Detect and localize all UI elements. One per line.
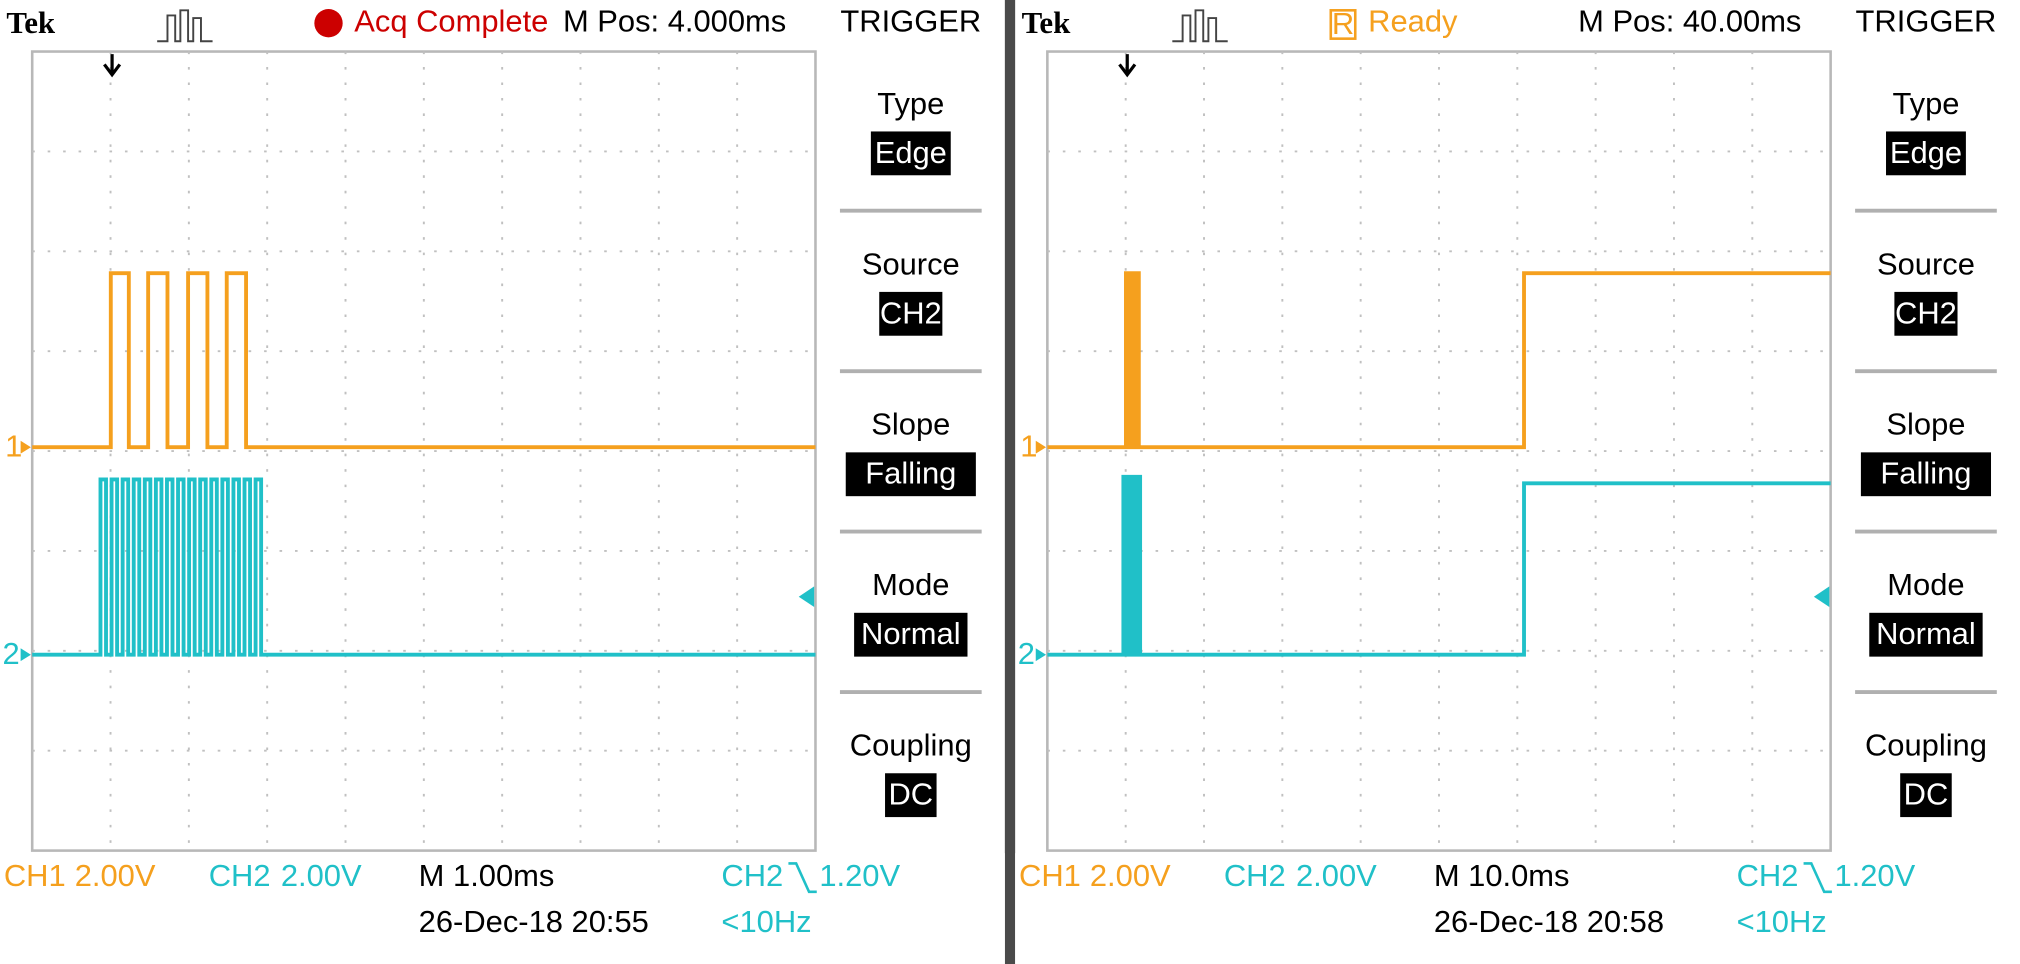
status: Acq Complete (354, 3, 548, 38)
menu-panel (837, 51, 982, 851)
m-pos: M Pos: 4.000ms (563, 3, 786, 38)
brand: Tek (1022, 5, 1071, 40)
menu-label: Type (1892, 86, 1959, 121)
footer-band (1015, 853, 2020, 964)
timebase: M 10.0ms (1434, 858, 1570, 893)
menu-value-box (1860, 452, 1992, 497)
menu-label: Coupling (1865, 728, 1987, 763)
menu-value-box (879, 291, 943, 336)
acquisition-icon (157, 9, 213, 43)
ch2-waveform (1047, 474, 1831, 657)
menu-value: Edge (875, 135, 947, 170)
menu-value: DC (888, 777, 933, 812)
ch1-scale: 2.00V (1090, 858, 1171, 893)
ch1-label: CH1 (4, 858, 66, 893)
trigger-slope-icon (788, 862, 817, 894)
ch1-label: CH1 (1019, 858, 1081, 893)
status-icon: R (1332, 6, 1354, 41)
trigger-level: 1.20V (819, 858, 900, 893)
datetime: 26-Dec-18 20:55 (419, 904, 649, 939)
trigger-title: TRIGGER (1856, 3, 1997, 38)
menu-value: Normal (1876, 616, 1976, 651)
trigger-position-marker (1118, 54, 1137, 78)
ch2-scale: 2.00V (1296, 858, 1377, 893)
menu-label: Source (1877, 246, 1975, 281)
ch2-marker-arrow (20, 648, 31, 662)
menu-value-box (885, 773, 937, 818)
ch2-label: CH2 (209, 858, 271, 893)
acquisition-icon (1172, 9, 1228, 43)
menu-label: Slope (871, 407, 950, 442)
menu-label: Type (877, 86, 944, 121)
scope-screen: Tek Acq Complete M Pos: 4.000ms TRIGGER Type… (0, 0, 1005, 964)
ch1-marker-arrow (1035, 440, 1047, 454)
trigger-level: 1.20V (1834, 858, 1915, 893)
menu-label: Mode (1887, 567, 1964, 602)
trigger-position-marker (103, 54, 122, 78)
brand: Tek (6, 5, 55, 40)
menu-value: Normal (861, 616, 961, 651)
menu-value: CH2 (880, 295, 942, 330)
menu-value-box (1894, 291, 1958, 336)
trigger-title: TRIGGER (840, 3, 981, 38)
ch1-marker-arrow (20, 440, 31, 454)
trigger-source: CH2 (1737, 858, 1799, 893)
trigger-source: CH2 (721, 858, 783, 893)
ch2-marker: 2 (3, 636, 20, 671)
trigger-level-marker (798, 586, 815, 608)
menu-value: CH2 (1895, 295, 1957, 330)
frequency: <10Hz (1737, 904, 1827, 939)
menu-value-box (1900, 773, 1952, 818)
ch1-waveform (32, 271, 816, 450)
datetime: 26-Dec-18 20:58 (1434, 904, 1664, 939)
status: Ready (1368, 3, 1458, 38)
menu-value-box (1886, 131, 1966, 176)
ch1-marker: 1 (1020, 429, 1037, 464)
ch2-scale: 2.00V (281, 858, 362, 893)
ch2-waveform (32, 477, 816, 657)
ch2-marker: 2 (1018, 636, 1035, 671)
timebase: M 1.00ms (419, 858, 555, 893)
status-icon (314, 9, 343, 38)
ch2-label: CH2 (1224, 858, 1286, 893)
menu-value-box (845, 452, 976, 497)
trigger-level-marker (1813, 586, 1830, 608)
m-pos: M Pos: 40.00ms (1578, 3, 1801, 38)
frequency: <10Hz (721, 904, 811, 939)
ch1-scale: 2.00V (75, 858, 156, 893)
trigger-slope-icon (1803, 862, 1832, 894)
menu-label: Slope (1886, 407, 1965, 442)
menu-value: Edge (1890, 135, 1962, 170)
menu-value: Falling (865, 456, 956, 491)
menu-value: Falling (1880, 456, 1971, 491)
ch1-marker: 1 (5, 429, 22, 464)
menu-label: Coupling (850, 728, 972, 763)
menu-panel (1852, 51, 1997, 851)
menu-value-box (854, 612, 968, 657)
menu-value-box (870, 131, 951, 176)
menu-label: Mode (872, 567, 949, 602)
status-icon-box (1329, 9, 1357, 40)
ch1-waveform (1047, 271, 1831, 450)
footer-band (0, 853, 1005, 964)
scope-screen: Tek R Ready M Pos: 40.00ms TRIGGER Type Edge So… (1015, 0, 2020, 964)
ch2-marker-arrow (1035, 648, 1047, 662)
menu-value-box (1869, 612, 1983, 657)
menu-value: DC (1904, 777, 1949, 812)
menu-label: Source (862, 246, 960, 281)
